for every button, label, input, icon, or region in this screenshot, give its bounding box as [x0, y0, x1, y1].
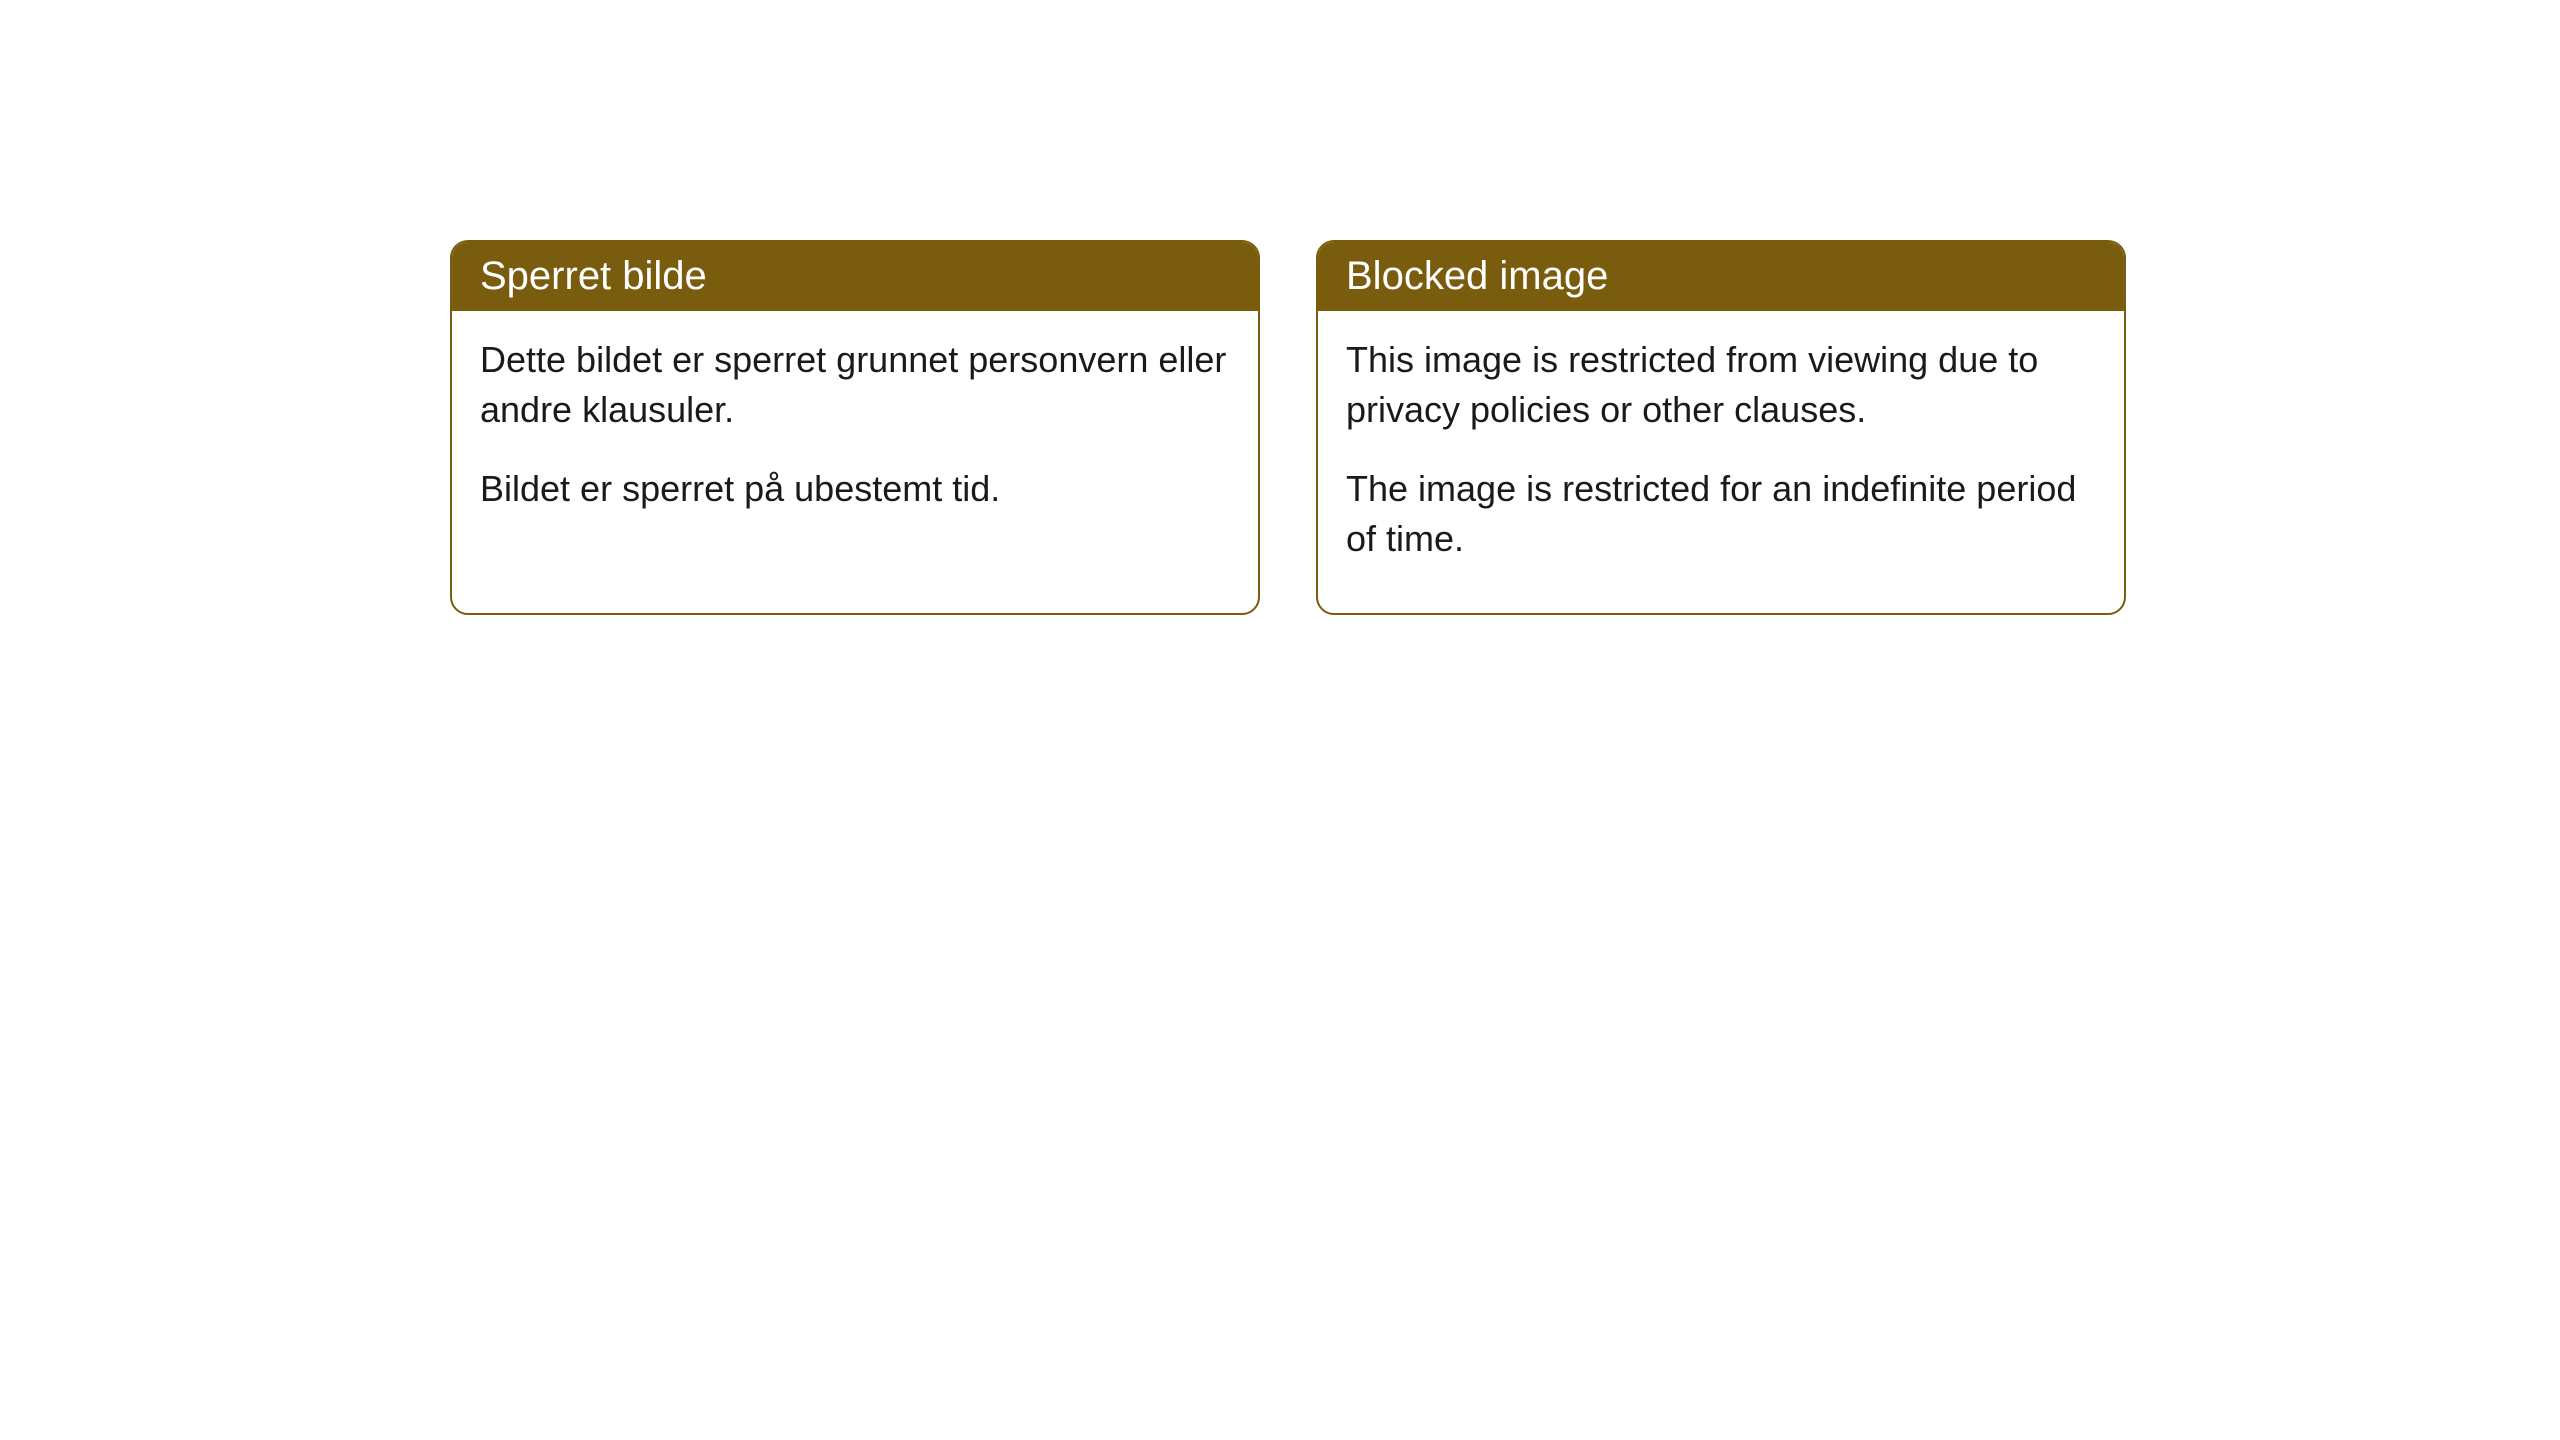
card-paragraph: Dette bildet er sperret grunnet personve… — [480, 335, 1230, 436]
card-paragraph: The image is restricted for an indefinit… — [1346, 464, 2096, 565]
card-body: Dette bildet er sperret grunnet personve… — [452, 311, 1258, 562]
notice-cards-container: Sperret bilde Dette bildet er sperret gr… — [450, 240, 2126, 615]
notice-card-norwegian: Sperret bilde Dette bildet er sperret gr… — [450, 240, 1260, 615]
card-header: Sperret bilde — [452, 242, 1258, 311]
card-paragraph: Bildet er sperret på ubestemt tid. — [480, 464, 1230, 514]
notice-card-english: Blocked image This image is restricted f… — [1316, 240, 2126, 615]
card-paragraph: This image is restricted from viewing du… — [1346, 335, 2096, 436]
card-body: This image is restricted from viewing du… — [1318, 311, 2124, 613]
card-header: Blocked image — [1318, 242, 2124, 311]
